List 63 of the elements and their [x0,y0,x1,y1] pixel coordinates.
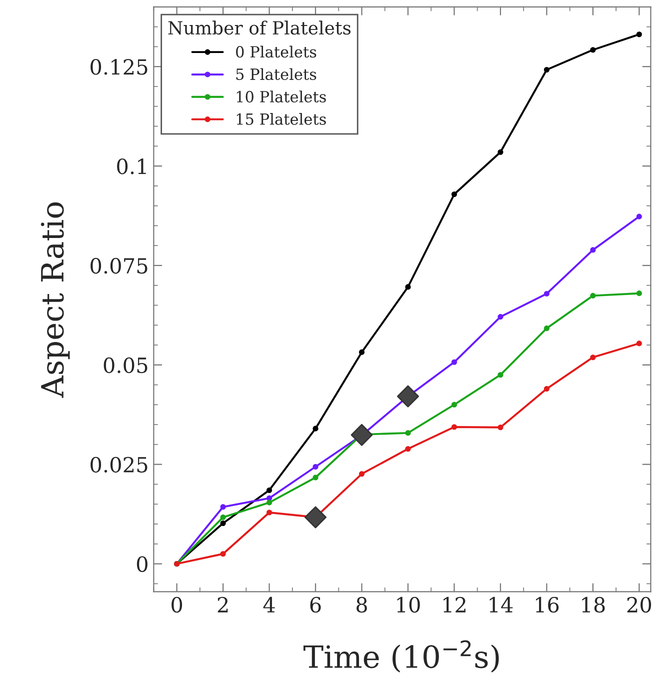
point [304,506,327,528]
point [358,349,365,355]
x-tick-label: 4 [263,596,275,612]
point [590,247,596,253]
point [405,446,411,452]
point [220,514,226,520]
legend-label: 5 Platelets [236,68,316,80]
x-tick-label: 6 [310,596,321,613]
legend-title: Number of Platelets [168,20,351,35]
x-tick-label: 16 [536,596,559,613]
legend-label: 10 Platelets [236,90,326,102]
point [636,290,642,296]
point [451,359,458,365]
point [220,504,226,510]
point [544,326,550,332]
point [396,385,419,408]
y-tick-label: 0.025 [90,456,148,473]
point [636,32,642,38]
point [312,474,318,480]
point [636,340,642,346]
x-axis-title: Time (10$^{−2}$s) [304,640,499,673]
point [590,354,596,360]
x-tick-label: 2 [218,596,228,612]
x-tick-label: 8 [356,596,367,613]
point [498,149,504,155]
point [350,424,373,446]
point [266,510,272,516]
point [590,47,596,53]
point [266,487,272,494]
point [544,66,550,73]
point [544,290,550,296]
y-axis-title: Aspect Ratio [40,202,70,398]
point [498,314,504,320]
point [590,292,596,298]
point [312,464,318,470]
x-tick-label: 18 [582,596,605,613]
point [451,191,458,198]
point [220,551,226,557]
point [451,424,458,430]
point [266,495,272,501]
x-tick-label: 12 [444,596,466,612]
point [636,214,642,220]
point [544,386,550,392]
legend-label: 15 Platelets [236,113,326,125]
point [451,402,458,408]
legend-label: 0 Platelets [236,46,316,58]
point [405,430,411,436]
x-tick-label: 14 [490,596,513,612]
y-tick-label: 0.125 [90,59,148,75]
point [498,424,504,430]
x-tick-label: 10 [397,596,420,613]
point [220,520,226,526]
point [266,500,272,506]
y-tick-label: 0 [136,556,148,572]
x-tick-label: 0 [172,596,182,613]
y-tick-label: 0.05 [104,357,148,374]
point [358,471,365,477]
point [312,426,318,432]
y-tick-label: 0.075 [90,258,148,274]
y-tick-label: 0.1 [117,158,146,174]
x-tick-label: 20 [627,596,652,613]
point [498,372,504,378]
point [405,284,411,290]
